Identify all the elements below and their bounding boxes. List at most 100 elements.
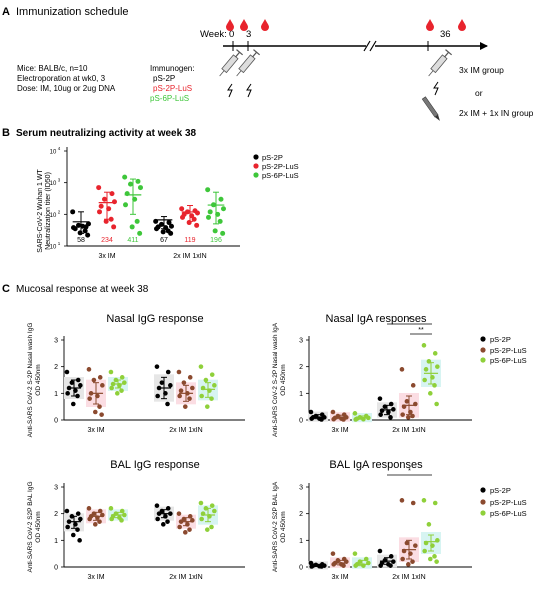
data-point xyxy=(421,498,427,503)
data-point xyxy=(330,409,336,415)
legend-marker xyxy=(480,487,486,493)
panel-b-letter: B xyxy=(2,127,10,139)
data-point xyxy=(119,508,125,514)
data-point xyxy=(207,209,213,215)
group-1-label: 3x IM group xyxy=(459,65,504,75)
data-point xyxy=(180,214,186,220)
data-point xyxy=(404,399,410,404)
legend-marker xyxy=(253,154,259,160)
data-point xyxy=(168,230,174,236)
data-point xyxy=(220,206,226,212)
data-point xyxy=(190,385,195,391)
data-point xyxy=(165,519,170,524)
data-point xyxy=(212,228,218,234)
data-point xyxy=(123,202,129,208)
data-point xyxy=(166,220,172,226)
panel-c: C Mucosal response at week 38 Nasal IgG … xyxy=(2,283,527,581)
y-tick-label: 10 xyxy=(50,150,57,156)
data-point xyxy=(168,223,174,229)
y-tick-label: 0 xyxy=(299,565,303,572)
panel-b-legend: pS-2P pS-2P-LuS pS-6P-LuS xyxy=(253,153,299,180)
significance-label: * xyxy=(408,317,411,324)
data-point xyxy=(91,377,97,383)
panel-c-legend-upper: pS-2P pS-2P-LuS pS-6P-LuS xyxy=(480,335,527,365)
data-point xyxy=(176,511,182,516)
panel-b-title: Serum neutralizing activity at week 38 xyxy=(16,128,197,139)
data-point xyxy=(75,511,81,516)
data-point xyxy=(70,532,76,538)
legend-ps2p-lus: pS-2P-LuS xyxy=(490,346,527,355)
data-point xyxy=(309,564,314,569)
x-group-label: 3x IM xyxy=(87,427,104,434)
data-point xyxy=(108,506,114,511)
data-point xyxy=(205,187,211,193)
data-point xyxy=(168,383,173,388)
y-tick-label-exponent: 2 xyxy=(58,209,61,214)
data-point xyxy=(64,369,70,375)
data-point xyxy=(378,412,383,417)
immunogen-ps6p-lus: pS-6P-LuS xyxy=(150,94,189,103)
y-tick-label-exponent: 1 xyxy=(58,241,61,246)
data-point xyxy=(220,230,226,236)
x-group-label: 3x IM xyxy=(98,253,115,260)
data-point xyxy=(187,527,192,532)
data-point xyxy=(155,516,160,522)
data-point xyxy=(154,226,160,232)
legend-marker xyxy=(480,357,486,363)
data-point xyxy=(119,388,124,393)
data-point xyxy=(206,214,212,220)
y-axis-label-unit: OD 450nm xyxy=(35,364,42,395)
y-tick-label-exponent: 4 xyxy=(58,146,61,151)
data-point xyxy=(78,516,83,522)
data-point xyxy=(119,375,125,380)
data-point xyxy=(423,367,429,372)
panel-c-legend-lower: pS-2P pS-2P-LuS pS-6P-LuS xyxy=(480,486,527,518)
data-point xyxy=(186,220,192,226)
data-point xyxy=(102,196,108,202)
data-point xyxy=(154,503,160,508)
data-point xyxy=(160,229,166,235)
data-point xyxy=(422,548,427,554)
immunogen-ps2p-lus: pS-2P-LuS xyxy=(153,84,192,93)
data-point xyxy=(204,404,210,409)
pipette-icon xyxy=(421,96,440,121)
data-point xyxy=(405,415,411,420)
data-point xyxy=(70,401,76,407)
nasal-iga-chart: Nasal IgA responses Anti-SARS CoV-2 S-2P … xyxy=(272,313,472,437)
panel-b: B Serum neutralizing activity at week 38… xyxy=(2,127,299,260)
data-point xyxy=(119,518,124,523)
data-point xyxy=(179,206,185,212)
y-axis-label-unit: OD 450nm xyxy=(35,511,42,542)
lightning-icon xyxy=(433,81,439,96)
blood-drop-icon xyxy=(426,19,434,31)
data-point xyxy=(435,364,440,369)
data-point xyxy=(177,393,182,399)
data-point xyxy=(432,351,438,356)
data-point xyxy=(129,224,135,230)
data-point xyxy=(194,210,200,216)
or-label: or xyxy=(475,88,483,98)
data-point xyxy=(177,524,182,530)
x-group-label: 2x IM 1xIN xyxy=(392,574,425,581)
data-point xyxy=(413,543,418,548)
data-point xyxy=(204,527,210,532)
y-tick-label: 0 xyxy=(54,418,58,425)
data-point xyxy=(400,556,405,562)
data-point xyxy=(111,199,117,205)
syringe-icon xyxy=(428,49,453,77)
timeline-break-icon xyxy=(363,40,377,52)
data-point xyxy=(199,393,204,399)
data-point xyxy=(434,559,439,564)
data-point xyxy=(198,500,204,506)
data-point xyxy=(85,232,91,238)
legend-ps2p: pS-2P xyxy=(490,335,511,344)
y-tick-label-exponent: 3 xyxy=(58,178,61,183)
setup-line-1: Mice: BALB/c, n=10 xyxy=(17,64,88,73)
data-point xyxy=(109,191,115,197)
data-point xyxy=(77,230,83,236)
mean-value-label: 196 xyxy=(210,237,222,244)
data-point xyxy=(65,524,70,530)
data-point xyxy=(137,185,143,191)
data-point xyxy=(165,401,170,407)
x-group-label: 2x IM 1xIN xyxy=(173,253,206,260)
